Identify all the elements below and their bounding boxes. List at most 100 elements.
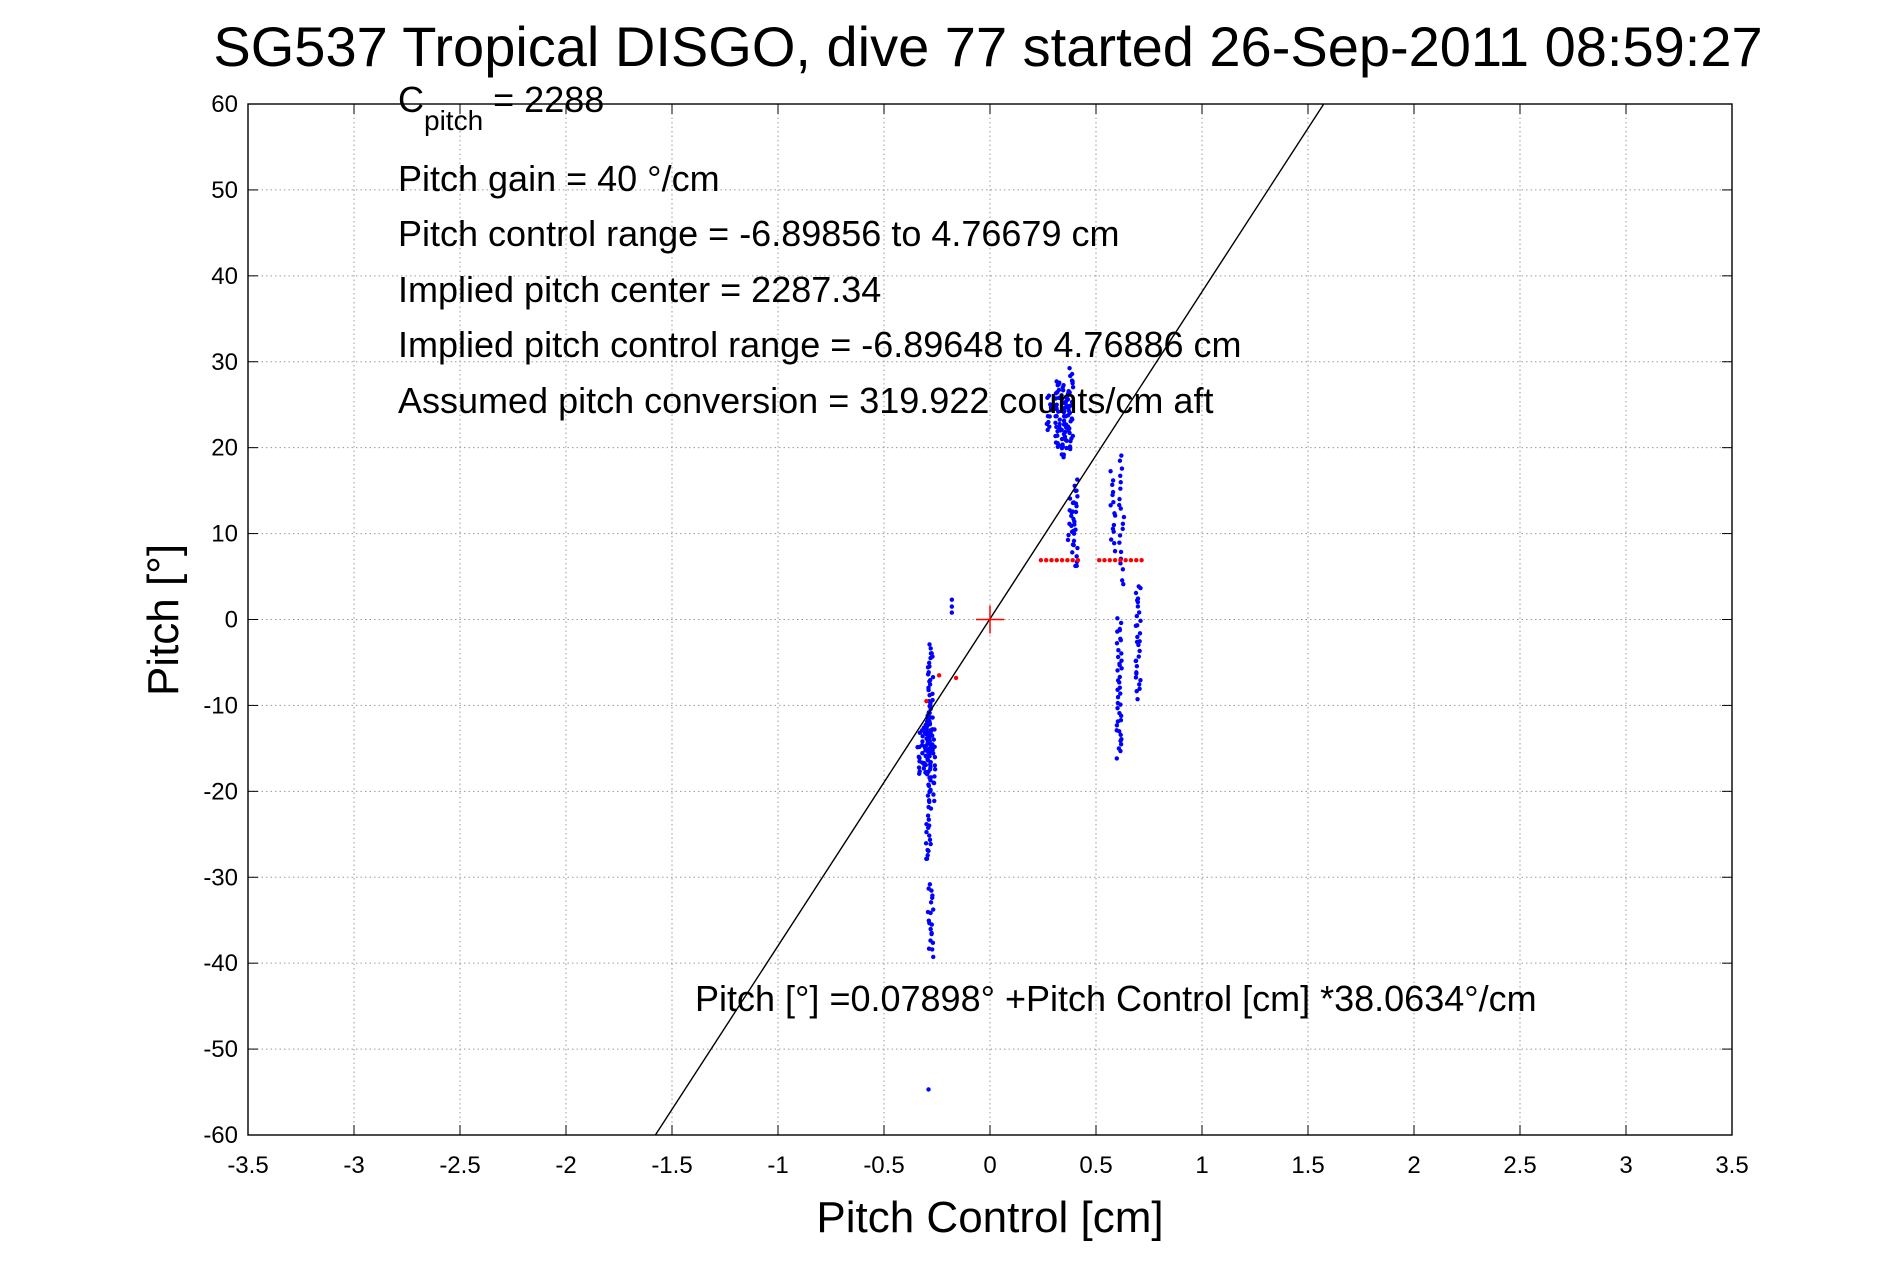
data-point [1118, 506, 1123, 511]
data-point [1117, 533, 1123, 538]
annotation-conversion: Assumed pitch conversion = 319.922 count… [398, 380, 1213, 421]
y-tick-label: -60 [203, 1122, 238, 1149]
data-point [1115, 654, 1121, 660]
data-point [926, 804, 931, 810]
data-point [1118, 691, 1123, 696]
data-point [1114, 723, 1120, 728]
data-point [1119, 453, 1124, 458]
data-point [1115, 678, 1121, 683]
data-point [1056, 443, 1061, 448]
data-point [1116, 648, 1121, 653]
data-point [1137, 686, 1142, 691]
annotation-c-pitch: Cpitch = 2288 [398, 79, 604, 136]
data-point [1070, 433, 1076, 439]
flagged-point [1070, 558, 1075, 563]
data-point [1115, 705, 1120, 711]
x-tick-labels: -3.5 -3 -2.5 -2 -1.5 -1 -0.5 0 0.5 1 1.5 2 2.5 3 3.5 [227, 1152, 1748, 1179]
data-point [927, 664, 932, 669]
data-point [1118, 473, 1123, 478]
data-point [928, 646, 933, 651]
data-point [930, 907, 936, 912]
y-tick-label: -40 [203, 950, 238, 977]
data-point [1120, 567, 1126, 572]
data-point [930, 691, 935, 696]
data-point [1069, 371, 1075, 377]
data-point [1117, 661, 1122, 667]
data-point [1070, 550, 1075, 555]
data-point [927, 678, 933, 683]
data-point [926, 1087, 931, 1092]
data-point [1119, 466, 1125, 471]
data-point [924, 736, 929, 741]
x-tick-label: 2 [1407, 1152, 1420, 1179]
data-point [1136, 584, 1141, 589]
data-point [926, 750, 931, 755]
data-point [1059, 452, 1064, 457]
y-tick-label: -20 [203, 778, 238, 805]
y-tick-labels: -60 -50 -40 -30 -20 -10 0 10 20 30 40 50 60 [203, 91, 238, 1149]
data-point [928, 651, 934, 656]
data-point [926, 769, 931, 774]
x-tick-label: -3.5 [227, 1152, 268, 1179]
data-point [920, 734, 925, 739]
data-point [1046, 419, 1051, 425]
annotation-pitch-center: Implied pitch center = 2287.34 [398, 269, 881, 310]
data-point [1047, 414, 1052, 419]
data-point [1135, 696, 1140, 702]
data-point [926, 660, 932, 666]
data-point [924, 754, 929, 759]
x-tick-label: -1.5 [651, 1152, 692, 1179]
data-point [1070, 385, 1076, 390]
data-point [1057, 417, 1062, 422]
data-point [928, 732, 934, 738]
data-point [1054, 402, 1059, 407]
data-point [1133, 675, 1139, 680]
data-point [1065, 397, 1071, 402]
data-point [1133, 623, 1139, 629]
data-point [1066, 532, 1071, 538]
data-point [923, 841, 929, 846]
data-point [1068, 403, 1073, 408]
x-tick-label: 3 [1619, 1152, 1632, 1179]
data-point [931, 792, 936, 797]
data-point [1119, 658, 1124, 663]
data-point [928, 926, 933, 932]
data-point [1133, 590, 1139, 596]
data-point [1121, 581, 1126, 587]
data-point [1073, 488, 1078, 494]
flagged-point [1102, 558, 1107, 563]
data-point [1118, 486, 1123, 491]
data-point [926, 685, 931, 690]
data-point [1112, 511, 1117, 516]
data-point [926, 783, 932, 789]
data-point [1056, 387, 1062, 393]
c-pitch-value: = 2288 [483, 79, 604, 120]
data-point [1074, 563, 1079, 569]
data-point [1134, 613, 1140, 619]
data-point [1075, 477, 1080, 482]
data-point [1138, 677, 1143, 683]
data-point [928, 703, 933, 708]
data-point [920, 739, 925, 744]
data-point [1108, 469, 1113, 474]
data-point [924, 726, 929, 732]
data-point [1137, 639, 1142, 644]
data-point [1118, 480, 1123, 485]
data-point [1117, 458, 1123, 463]
data-point [1067, 521, 1072, 527]
data-point [1059, 393, 1064, 398]
data-point [925, 793, 931, 798]
annotation-fit-equation: Pitch [°] =0.07898° +Pitch Control [cm] … [695, 978, 1537, 1019]
data-point [1053, 420, 1058, 426]
data-point [925, 853, 930, 858]
data-point [1053, 414, 1058, 419]
data-point [931, 737, 937, 742]
data-point [949, 610, 955, 615]
flagged-point [1128, 558, 1134, 563]
data-point [1062, 429, 1068, 435]
data-point [1057, 421, 1062, 427]
data-point [930, 674, 936, 680]
flagged-point [1075, 558, 1081, 563]
data-point [932, 774, 937, 779]
x-tick-label: -1 [767, 1152, 788, 1179]
